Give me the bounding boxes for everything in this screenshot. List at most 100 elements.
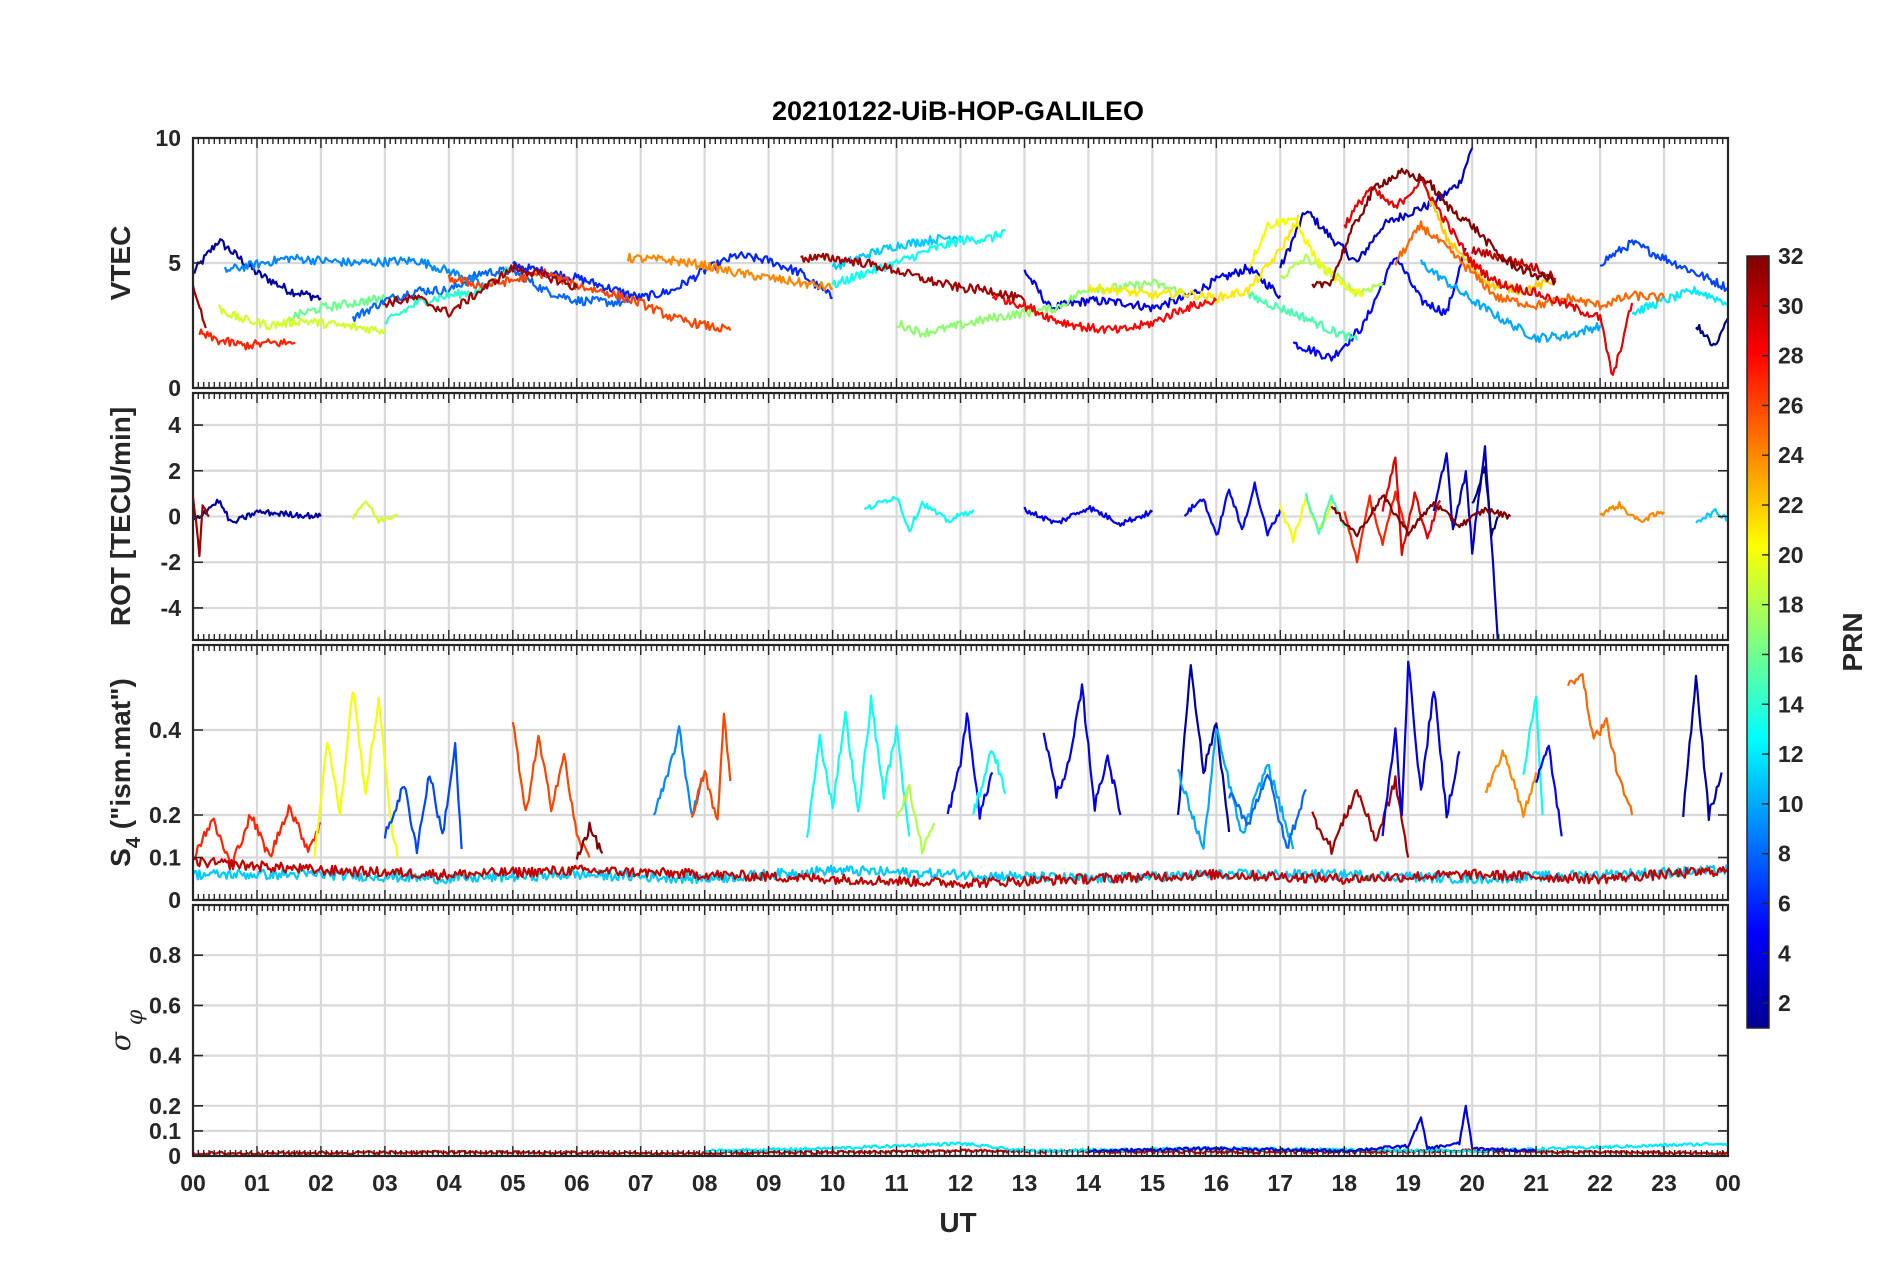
- y-tick-label: 0: [168, 375, 181, 401]
- colorbar-tick-label: 18: [1778, 592, 1804, 618]
- y-tick-label: 5: [168, 250, 181, 276]
- series-prn-30: [193, 857, 1728, 889]
- series-prn-31: [383, 263, 578, 318]
- x-tick-label: 20: [1459, 1170, 1485, 1196]
- series-prn-19: [351, 500, 399, 524]
- colorbar-tick-label: 22: [1778, 492, 1804, 518]
- panel-frame: [191, 136, 1730, 390]
- x-tick-label: 00: [180, 1170, 206, 1196]
- x-tick-label: 23: [1651, 1170, 1677, 1196]
- series-prn-24: [1599, 501, 1665, 523]
- series-prn-17: [895, 278, 1185, 338]
- x-axis-label: UT: [939, 1207, 976, 1238]
- colorbar-tick-label: 2: [1778, 990, 1791, 1016]
- x-tick-label: 06: [564, 1170, 590, 1196]
- y-axis-label: S4 ("ism.mat"): [105, 678, 145, 867]
- y-axis-label-part: σ: [104, 1031, 137, 1051]
- chart-title: 20210122-UiB-HOP-GALILEO: [772, 96, 1144, 126]
- x-tick-label: 05: [500, 1170, 526, 1196]
- series-prn-26: [511, 721, 591, 858]
- series-prn-4: [1381, 660, 1461, 837]
- series-prn-26: [447, 268, 732, 333]
- y-axis-label-part: φ: [123, 1009, 148, 1032]
- series-prn-7: [383, 742, 463, 855]
- x-tick-label: 16: [1204, 1170, 1230, 1196]
- panel-sigphi: 00.10.2 0.4 0.6 0.8 σ φ: [104, 903, 1730, 1169]
- series-prn-24: [626, 252, 834, 292]
- x-tick-label: 17: [1267, 1170, 1293, 1196]
- series-prn-1: [1471, 465, 1499, 537]
- series-prn-31: [800, 252, 1026, 303]
- colorbar-tick-label: 10: [1778, 791, 1804, 817]
- series-prn-5: [946, 712, 994, 820]
- series-prn-31: [193, 285, 207, 329]
- y-tick-label: 0.4: [149, 1043, 181, 1069]
- y-axis-label: ROT [TECU/min]: [105, 407, 136, 626]
- series-prn-19: [217, 304, 386, 335]
- series-prn-8: [1228, 773, 1307, 849]
- series-prn-27: [198, 328, 296, 351]
- series-prn-13: [1522, 695, 1544, 816]
- series-prn-3: [1279, 147, 1474, 269]
- panel-frame: [191, 903, 1730, 1158]
- y-tick-label: 0.2: [149, 802, 181, 828]
- y-tick-label: 4: [168, 412, 181, 438]
- series-prn-2: [193, 238, 322, 302]
- x-tick-label: 15: [1140, 1170, 1166, 1196]
- series-prn-32: [1330, 494, 1512, 538]
- x-tick-label: 21: [1523, 1170, 1549, 1196]
- series-prn-1: [1695, 317, 1728, 347]
- series-prn-26: [690, 712, 732, 821]
- panel-frame: [191, 643, 1730, 902]
- colorbar-tick-label: 16: [1778, 641, 1804, 667]
- series-prn-13: [805, 694, 911, 838]
- y-axis-label-part: ("ism.mat"): [105, 678, 136, 837]
- y-tick-label: 0.8: [149, 942, 181, 968]
- series-prn-13: [972, 750, 1007, 815]
- y-tick-label: 0: [168, 1143, 181, 1169]
- series-prn-4: [1042, 683, 1122, 816]
- x-tick-label: 11: [884, 1170, 909, 1196]
- y-axis-label-part: 4: [123, 836, 145, 848]
- series-prn-20: [1247, 217, 1365, 298]
- colorbar-label: PRN: [1837, 612, 1868, 671]
- colorbar-tick-label: 12: [1778, 741, 1804, 767]
- colorbar-tick-label: 6: [1778, 890, 1791, 916]
- series-prn-5: [1535, 744, 1563, 837]
- series-prn-32: [1311, 167, 1557, 289]
- series-prn-4: [1023, 505, 1154, 527]
- series-prn-5: [1292, 247, 1467, 362]
- x-tick-label: 12: [948, 1170, 974, 1196]
- series-prn-5: [1183, 481, 1282, 537]
- colorbar-tick-label: 28: [1778, 343, 1804, 369]
- series-prn-10: [1177, 728, 1295, 850]
- series-prn-8: [351, 265, 629, 323]
- series-prn-2: [1682, 674, 1723, 822]
- colorbar-tick-label: 8: [1778, 841, 1791, 867]
- y-tick-label: -2: [161, 549, 181, 575]
- y-tick-label: 0: [168, 504, 181, 530]
- series-prn-25: [1567, 673, 1634, 816]
- y-tick-label: -4: [161, 595, 182, 621]
- series-prn-2: [1176, 664, 1231, 833]
- series-prn-29: [1381, 456, 1442, 557]
- y-tick-label: 0: [168, 887, 181, 913]
- series-prn-29: [1343, 175, 1634, 376]
- x-tick-label: 22: [1587, 1170, 1613, 1196]
- series-prn-15: [1247, 291, 1359, 342]
- y-tick-label: 2: [168, 458, 181, 484]
- y-tick-label: 0.4: [149, 717, 181, 743]
- series-prn-21: [1087, 214, 1300, 304]
- x-tick-label: 13: [1012, 1170, 1038, 1196]
- x-tick-labels: 00 01 02 03 04 05 06 07 08 09 10 11 12 13 14 15 16 17 18 19…: [180, 1170, 1741, 1196]
- colorbar-tick-label: 32: [1778, 243, 1804, 269]
- series-prn-7: [1599, 239, 1728, 292]
- series-prn-18: [1279, 253, 1384, 298]
- y-tick-label: 10: [155, 125, 181, 151]
- series-prn-16: [287, 294, 386, 322]
- colorbar-tick-label: 24: [1778, 442, 1804, 468]
- series-prn-12: [1631, 285, 1728, 316]
